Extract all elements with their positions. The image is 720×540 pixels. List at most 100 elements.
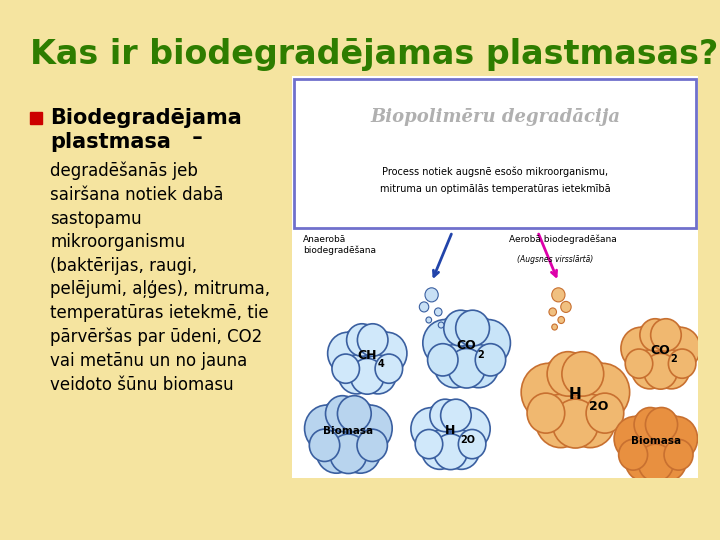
Circle shape — [428, 343, 458, 376]
Text: H: H — [446, 424, 456, 437]
Circle shape — [351, 359, 384, 394]
Text: Biodegradējama
plastmasa: Biodegradējama plastmasa — [50, 108, 242, 152]
Circle shape — [425, 288, 438, 302]
Circle shape — [534, 353, 617, 442]
Circle shape — [448, 348, 485, 388]
Circle shape — [631, 350, 668, 389]
Circle shape — [456, 310, 490, 346]
Circle shape — [415, 429, 443, 458]
Circle shape — [552, 324, 557, 330]
Circle shape — [521, 363, 575, 421]
Text: Kas ir biodegradējamas plastmasas?: Kas ir biodegradējamas plastmasas? — [30, 38, 719, 71]
Circle shape — [459, 429, 486, 458]
FancyBboxPatch shape — [294, 79, 696, 228]
Circle shape — [547, 352, 589, 396]
Circle shape — [527, 393, 564, 433]
Text: –: – — [185, 128, 203, 148]
Circle shape — [357, 324, 388, 356]
Circle shape — [660, 327, 700, 369]
Circle shape — [651, 319, 681, 351]
Circle shape — [638, 444, 673, 482]
Circle shape — [668, 349, 696, 378]
Circle shape — [433, 434, 467, 470]
Text: CO: CO — [651, 344, 670, 357]
Circle shape — [325, 396, 359, 431]
Circle shape — [316, 430, 356, 473]
Circle shape — [310, 429, 340, 462]
Circle shape — [348, 405, 392, 452]
Circle shape — [640, 319, 670, 351]
Text: 2O: 2O — [589, 400, 608, 413]
Circle shape — [340, 430, 381, 473]
Circle shape — [430, 399, 460, 431]
Text: 2: 2 — [670, 354, 678, 364]
Circle shape — [328, 332, 367, 375]
Text: Aerobā biodegradēšana: Aerobā biodegradēšana — [509, 234, 617, 244]
Text: degradēšanās jeb
sairšana notiek dabā
sastopamu
mikroorganismu
(baktērijas, raug: degradēšanās jeb sairšana notiek dabā sa… — [50, 162, 270, 394]
Text: (Augsnes virsslārtā): (Augsnes virsslārtā) — [517, 255, 593, 264]
Text: Biomasa: Biomasa — [631, 436, 681, 446]
Circle shape — [421, 430, 458, 469]
Circle shape — [552, 288, 565, 302]
Circle shape — [433, 311, 500, 383]
Circle shape — [346, 324, 377, 356]
Circle shape — [558, 316, 564, 323]
Circle shape — [644, 353, 678, 389]
Circle shape — [625, 349, 653, 378]
Text: Process notiek augsnē esošo mikroorganismu,: Process notiek augsnē esošo mikroorganis… — [382, 166, 608, 177]
Text: CH: CH — [358, 349, 377, 362]
Circle shape — [645, 408, 678, 442]
Circle shape — [338, 396, 372, 431]
Circle shape — [411, 408, 451, 450]
Circle shape — [444, 310, 477, 346]
Circle shape — [664, 440, 693, 470]
Circle shape — [549, 308, 557, 316]
Circle shape — [536, 394, 586, 448]
Circle shape — [624, 408, 688, 477]
Text: mitruma un optimālās temperatūras ietekmībā: mitruma un optimālās temperatūras ietekm… — [379, 184, 611, 194]
Circle shape — [375, 354, 402, 383]
Circle shape — [621, 327, 661, 369]
Circle shape — [443, 430, 480, 469]
Circle shape — [625, 440, 664, 481]
Circle shape — [618, 440, 647, 470]
Circle shape — [441, 399, 471, 431]
Circle shape — [419, 302, 429, 312]
Circle shape — [561, 301, 571, 313]
Circle shape — [315, 397, 382, 469]
Circle shape — [337, 325, 398, 390]
Circle shape — [367, 332, 407, 375]
Circle shape — [653, 350, 690, 389]
Circle shape — [434, 345, 475, 388]
Circle shape — [420, 400, 481, 465]
Circle shape — [305, 405, 348, 452]
Circle shape — [475, 343, 505, 376]
Circle shape — [458, 345, 499, 388]
Circle shape — [434, 308, 442, 316]
Bar — [30, 112, 42, 124]
Text: Biomasa: Biomasa — [323, 426, 374, 436]
Circle shape — [357, 429, 387, 462]
Circle shape — [656, 416, 698, 461]
Text: Anaerobā
biodegradēšana: Anaerobā biodegradēšana — [303, 234, 376, 254]
Circle shape — [438, 322, 444, 328]
Circle shape — [648, 440, 686, 481]
Circle shape — [614, 416, 656, 461]
Circle shape — [423, 320, 467, 366]
Text: CO: CO — [456, 339, 477, 352]
Text: 2: 2 — [478, 350, 485, 360]
Circle shape — [467, 320, 510, 366]
Circle shape — [338, 355, 375, 394]
Circle shape — [630, 320, 691, 384]
Circle shape — [330, 434, 367, 474]
Circle shape — [586, 393, 624, 433]
Circle shape — [360, 355, 397, 394]
Circle shape — [552, 399, 598, 448]
Text: Biopolimēru degradācija: Biopolimēru degradācija — [370, 108, 620, 126]
Circle shape — [426, 317, 431, 323]
Text: 4: 4 — [377, 359, 384, 369]
Circle shape — [634, 408, 666, 442]
Text: H: H — [569, 387, 582, 402]
Circle shape — [575, 363, 630, 421]
Circle shape — [565, 394, 616, 448]
